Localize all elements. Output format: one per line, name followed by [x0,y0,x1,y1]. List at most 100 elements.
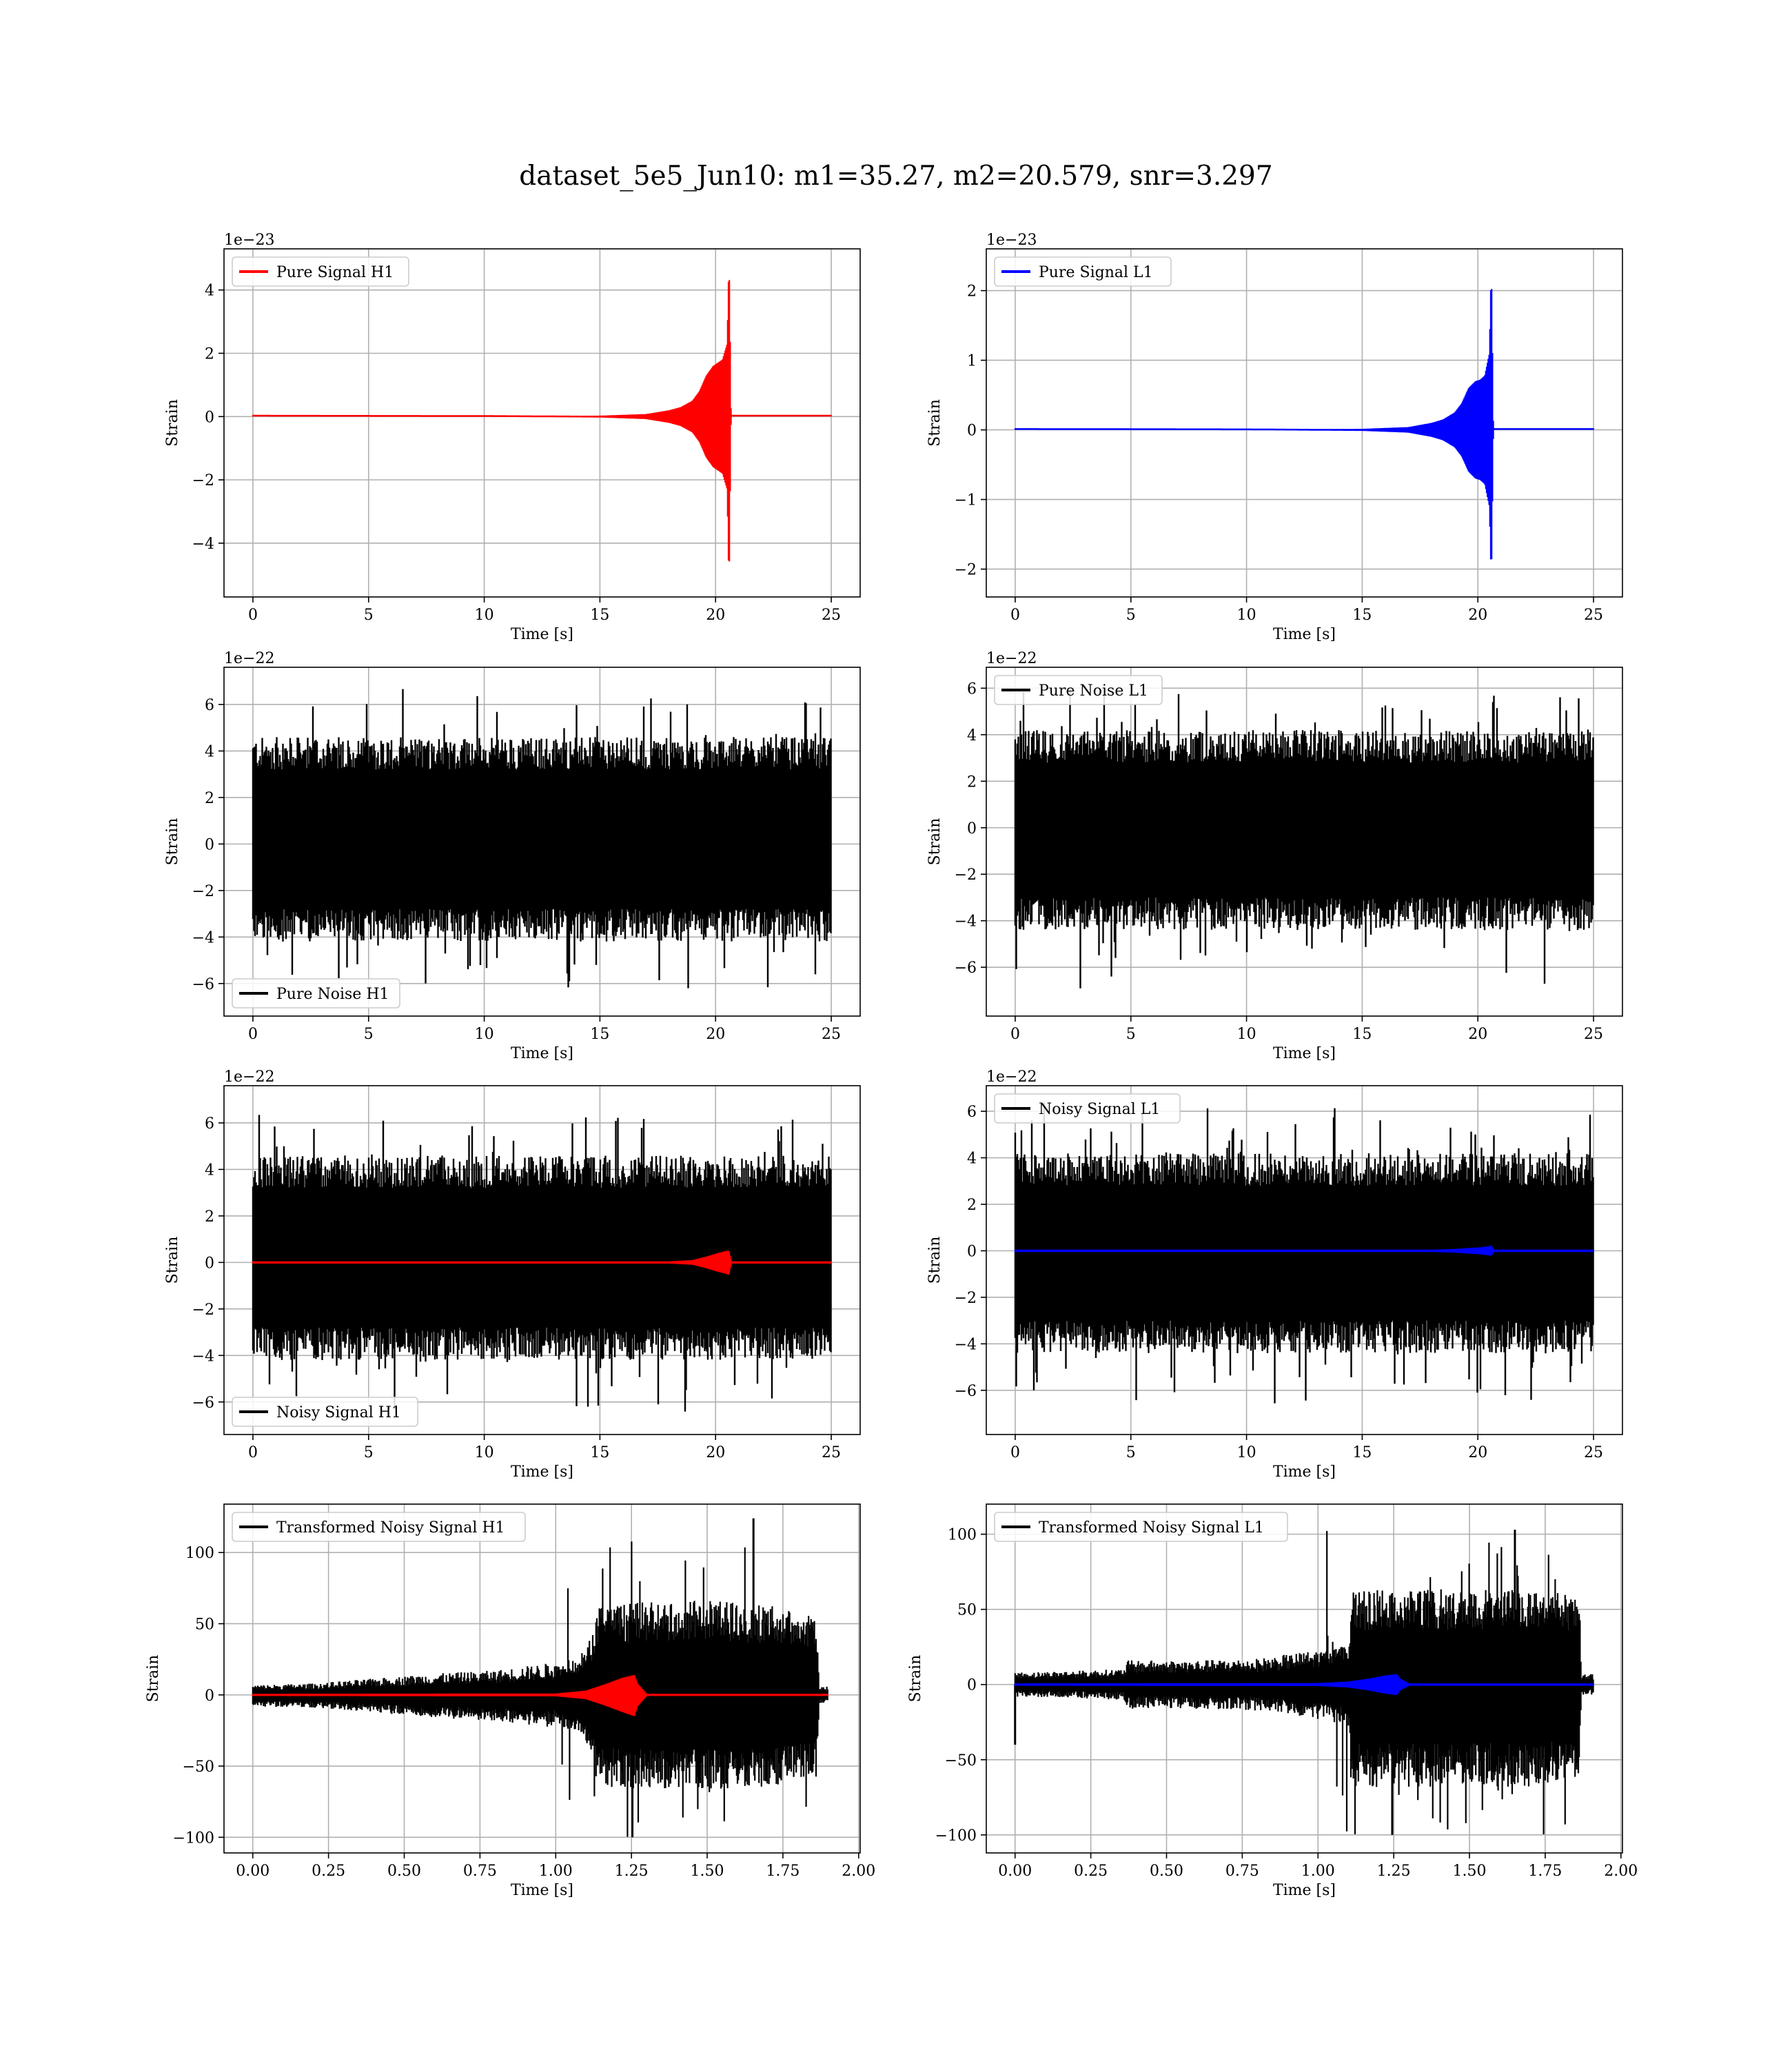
y-offset-text: 1e−23 [224,232,274,249]
series-pure-noise-h1-core [252,788,832,893]
axes-frame [986,667,1623,1017]
y-tick-label: −2 [955,562,977,579]
x-tick-label: 0.50 [1150,1863,1183,1880]
x-tick-label: 25 [822,1026,841,1043]
x-tick-label: 10 [1237,607,1256,624]
y-offset-text: 1e−22 [224,1068,274,1086]
x-tick-label: 2.00 [1604,1863,1638,1880]
legend-label: Pure Signal H1 [276,264,394,281]
x-tick-label: 20 [706,607,725,624]
x-tick-label: 10 [475,1026,494,1043]
y-tick-label: −1 [955,492,977,509]
legend-label: Transformed Noisy Signal L1 [1039,1519,1264,1537]
x-tick-label: 0.25 [1074,1863,1108,1880]
y-tick-label: −100 [173,1829,214,1847]
legend: Noisy Signal H1 [232,1397,418,1427]
y-tick-label: −2 [955,1290,977,1307]
x-tick-label: 0 [1010,607,1020,624]
series-pure-noise-l1-core [1015,778,1594,880]
chart-panel-pure-noise-h1: 0 5 10 15 20 25 −6 −4 −2 0 2 4 6 Time [s] Strain 1e−22 P… [164,650,861,1062]
y-tick-label: −4 [955,913,977,931]
data-layer [252,1518,828,1838]
chart-panel-transformed-noisy-signal-h1: 0.00 0.25 0.50 0.75 1.00 1.25 1.50 1.75 2.00 −100… [145,1503,875,1899]
y-tick-label: −6 [192,976,214,993]
y-tick-label: 0 [967,820,977,838]
x-tick-label: 0 [1010,1444,1020,1461]
legend: Transformed Noisy Signal H1 [232,1512,526,1542]
legend-label: Pure Signal L1 [1039,264,1153,281]
legend-label: Transformed Noisy Signal H1 [276,1519,505,1537]
data-layer [252,689,832,989]
x-tick-label: 20 [706,1026,725,1043]
y-tick-label: 50 [957,1602,977,1619]
x-tick-label: 1.00 [539,1863,573,1880]
y-axis-label: Strain [145,1655,162,1703]
y-tick-label: 50 [195,1616,214,1633]
x-tick-label: 25 [1584,1026,1603,1043]
axes-frame [986,1085,1623,1435]
y-tick-label: −50 [945,1752,977,1770]
x-tick-label: 15 [1352,607,1372,624]
y-tick-label: 2 [205,1208,214,1226]
legend-frame [232,978,400,1008]
x-tick-label: 1.25 [1377,1863,1411,1880]
chart-panel-transformed-noisy-signal-l1: 0.00 0.25 0.50 0.75 1.00 1.25 1.50 1.75 2.00 −100… [907,1503,1638,1899]
x-tick-label: 20 [1468,1444,1487,1461]
x-tick-label: 20 [706,1444,725,1461]
series-injected-signal [252,1675,828,1716]
y-tick-label: −50 [183,1758,214,1776]
y-tick-label: 6 [205,1115,214,1133]
x-tick-label: 25 [822,1444,841,1461]
legend: Pure Signal H1 [232,256,409,287]
y-tick-label: 100 [948,1527,977,1544]
x-tick-label: 0 [248,1444,258,1461]
data-layer [1014,1102,1594,1403]
y-tick-label: −100 [935,1827,977,1845]
y-tick-label: −2 [192,1301,214,1319]
y-tick-label: 0 [205,409,214,426]
axes-frame [223,248,861,598]
axes-frame [986,248,1623,598]
x-tick-label: 0.25 [312,1863,345,1880]
y-tick-label: −4 [192,929,214,946]
legend-label: Pure Noise H1 [276,986,389,1003]
legend-label: Noisy Signal L1 [1039,1101,1160,1118]
x-axis-label: Time [s] [1273,1463,1336,1481]
x-axis-label: Time [s] [1273,1882,1336,1899]
legend-frame [994,675,1163,705]
x-tick-label: 5 [364,1444,374,1461]
y-tick-label: −6 [955,960,977,977]
legend: Pure Noise L1 [994,675,1163,705]
y-axis-label: Strain [926,399,944,447]
x-tick-label: 0 [248,1026,258,1043]
x-tick-label: 15 [1352,1026,1372,1043]
x-tick-label: 10 [475,607,494,624]
y-offset-text: 1e−22 [986,1068,1037,1086]
x-tick-label: 10 [1237,1444,1256,1461]
legend-frame [994,1512,1288,1542]
y-axis-label: Strain [164,399,181,447]
axes-frame [986,1503,1623,1854]
legend-frame [994,256,1172,287]
y-tick-label: 100 [185,1545,214,1562]
x-tick-label: 15 [590,1444,609,1461]
x-axis-label: Time [s] [1273,1045,1336,1062]
chart-panel-noisy-signal-l1: 0 5 10 15 20 25 −6 −4 −2 0 2 4 6 Time [s] Strain 1e−22N… [926,1068,1623,1481]
x-tick-label: 5 [1126,1026,1136,1043]
series-injected-signal [1014,1245,1594,1256]
y-tick-label: 0 [967,1244,977,1261]
y-tick-label: 2 [205,346,214,363]
x-axis-label: Time [s] [511,1882,573,1899]
y-tick-label: 4 [967,1150,977,1168]
y-tick-label: 6 [967,1104,977,1121]
y-tick-label: −2 [192,472,214,489]
series-injected-signal [252,1250,832,1275]
data-layer [1014,689,1594,989]
legend: Pure Signal L1 [994,256,1172,287]
x-tick-label: 0 [248,607,258,624]
y-axis-label: Strain [164,818,181,866]
legend-frame [232,1512,526,1542]
y-tick-label: 4 [967,727,977,744]
x-tick-label: 15 [590,1026,609,1043]
